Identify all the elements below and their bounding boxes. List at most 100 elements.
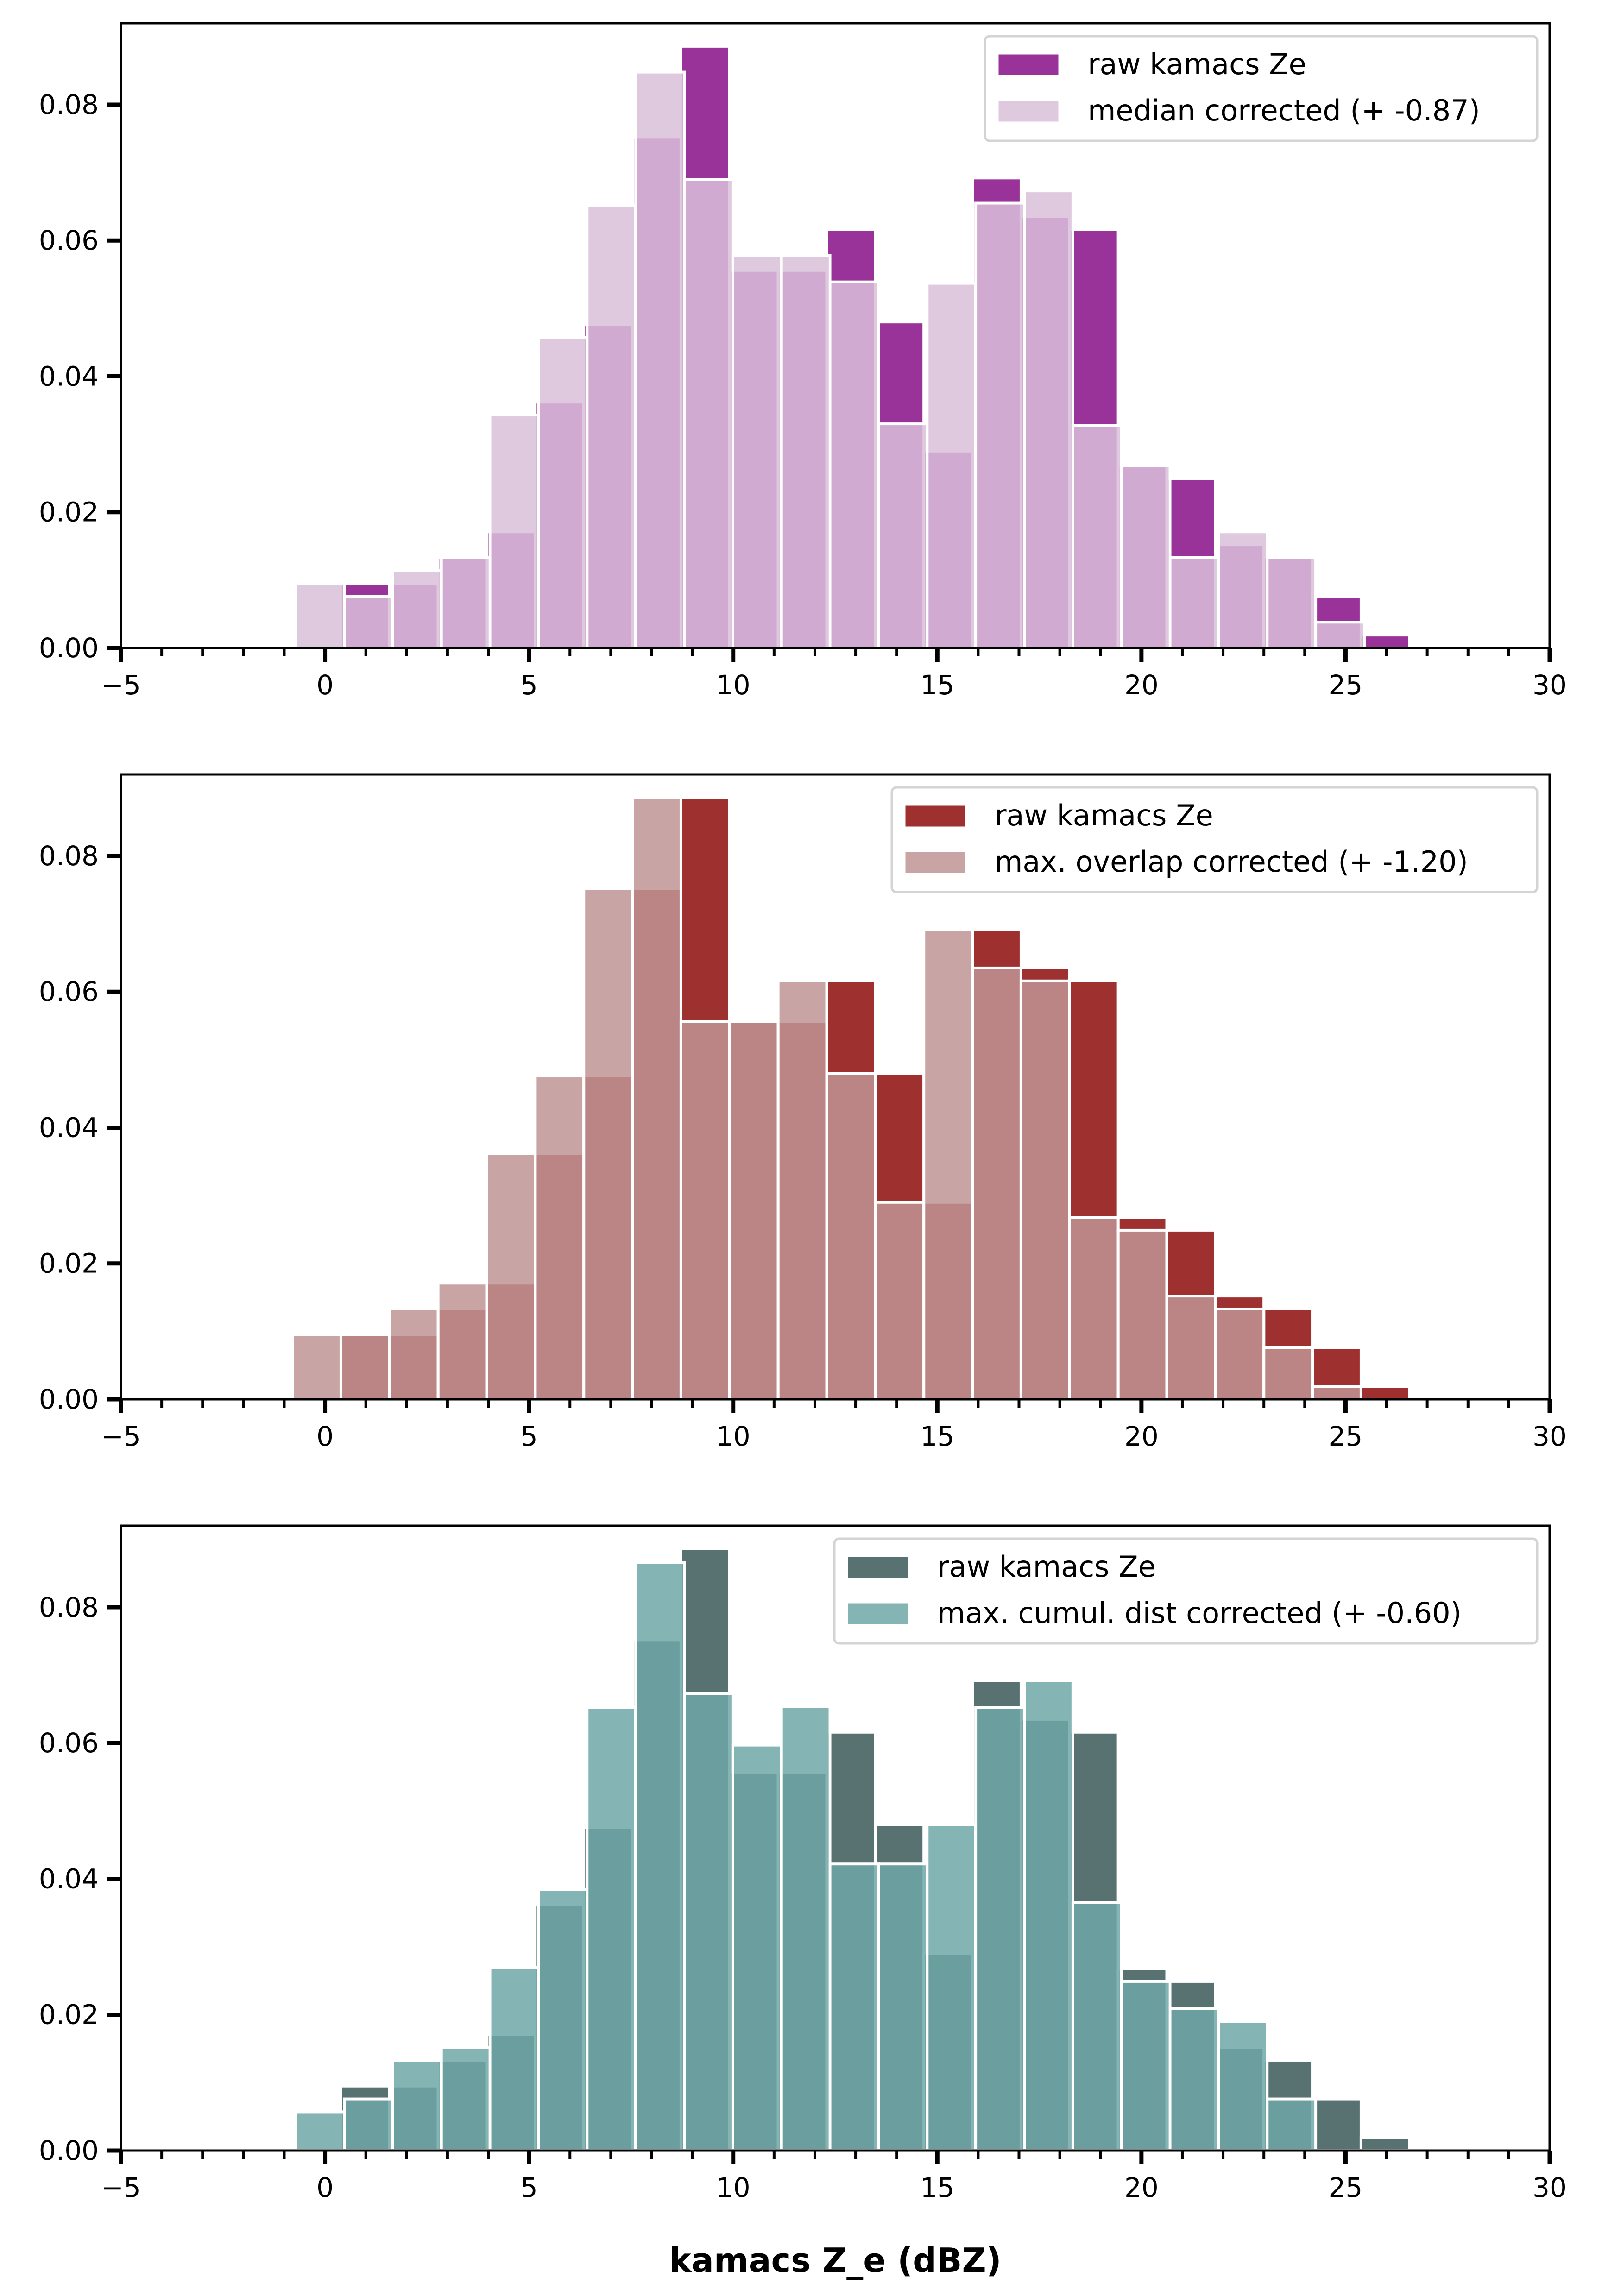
y-tick-label: 0.08 bbox=[39, 89, 99, 120]
histogram-bar bbox=[1217, 2020, 1269, 2152]
histogram-bar bbox=[1314, 621, 1366, 649]
histogram-bar bbox=[537, 336, 589, 649]
x-tick-label: 10 bbox=[716, 2172, 751, 2203]
axes-frame bbox=[120, 773, 1551, 1401]
x-tick-label: 15 bbox=[920, 669, 954, 701]
histogram-bar bbox=[922, 928, 974, 1401]
x-tick-label: 5 bbox=[521, 2172, 538, 2203]
histogram-bar bbox=[634, 70, 686, 650]
x-tick-label: −5 bbox=[101, 1421, 141, 1452]
histogram-bar bbox=[926, 282, 978, 649]
legend-label: max. overlap corrected (+ -1.20) bbox=[995, 845, 1468, 879]
legend: raw kamacs Ze max. cumul. dist corrected … bbox=[833, 1537, 1539, 1645]
histogram-bar bbox=[974, 201, 1026, 649]
x-tick-label: −5 bbox=[101, 2172, 141, 2203]
histogram-bar bbox=[926, 1823, 978, 2152]
histogram-bar bbox=[780, 1705, 832, 2152]
histogram-bar bbox=[537, 1888, 589, 2152]
legend-box bbox=[984, 35, 1539, 142]
histogram-bar bbox=[1359, 1385, 1411, 1401]
histogram-bar bbox=[1359, 634, 1411, 650]
histogram-bar bbox=[1266, 556, 1318, 650]
series-corrected bbox=[294, 70, 1366, 650]
histogram-bar bbox=[388, 1307, 440, 1401]
panel-3: −5 0 5 10 15 20 25 30 0.00 0.02 0.04 0.06 0.08 raw ka… bbox=[39, 1524, 1567, 2203]
x-tick-label: 15 bbox=[920, 1421, 954, 1452]
histogram-bar bbox=[342, 2097, 394, 2152]
histogram-bar bbox=[534, 1075, 586, 1401]
y-tick-label: 0.04 bbox=[39, 1863, 99, 1894]
histogram-bar bbox=[1022, 189, 1074, 649]
panel-2: −5 0 5 10 15 20 25 30 0.00 0.02 0.04 0.06 0.08 raw ka… bbox=[39, 773, 1567, 1452]
y-tick-label: 0.06 bbox=[39, 225, 99, 256]
x-tick-label: 30 bbox=[1533, 2172, 1567, 2203]
histogram-bar bbox=[874, 1201, 926, 1401]
histogram-bar bbox=[828, 280, 880, 649]
histogram-bar bbox=[1071, 1901, 1123, 2152]
y-tick-label: 0.00 bbox=[39, 2135, 99, 2166]
panels: −5 0 5 10 15 20 25 30 0.00 0.02 0.04 0.06 0.08 raw ka… bbox=[39, 22, 1567, 2203]
y-tick-label: 0.04 bbox=[39, 360, 99, 392]
x-tick-label: 15 bbox=[920, 2172, 954, 2203]
histogram-bar bbox=[1266, 2097, 1318, 2152]
legend-label: median corrected (+ -0.87) bbox=[1088, 94, 1480, 127]
y-tick-label: 0.02 bbox=[39, 1248, 99, 1279]
legend-swatch bbox=[846, 1555, 909, 1579]
y-tick-label: 0.06 bbox=[39, 976, 99, 1007]
histogram-bar bbox=[440, 2046, 492, 2152]
x-tick-label: 0 bbox=[316, 1421, 334, 1452]
histogram-bar bbox=[391, 2058, 443, 2152]
axes-frame bbox=[120, 1524, 1551, 2152]
y-tick-label: 0.08 bbox=[39, 840, 99, 872]
x-tick-label: 0 bbox=[316, 2172, 334, 2203]
histogram-bar bbox=[682, 1692, 734, 2152]
histogram-bar bbox=[682, 178, 734, 649]
x-tick-label: 25 bbox=[1329, 2172, 1363, 2203]
histogram-bar bbox=[1168, 556, 1220, 650]
x-tick-label: −5 bbox=[101, 669, 141, 701]
histogram-bar bbox=[488, 414, 540, 649]
histogram-bar bbox=[776, 979, 828, 1401]
histogram-bar bbox=[1311, 2097, 1362, 2152]
histogram-bar bbox=[974, 1706, 1026, 2152]
histogram-bar bbox=[440, 556, 492, 650]
histogram-bar bbox=[1120, 1980, 1172, 2152]
histogram-bar bbox=[731, 254, 783, 649]
histogram-bar bbox=[679, 1020, 731, 1401]
histogram-bar bbox=[1165, 1295, 1217, 1401]
x-tick-label: 25 bbox=[1329, 669, 1363, 701]
histogram-bar bbox=[391, 569, 443, 649]
histogram-bar bbox=[1019, 979, 1071, 1401]
panel-1: −5 0 5 10 15 20 25 30 0.00 0.02 0.04 0.06 0.08 raw ka… bbox=[39, 22, 1567, 701]
histogram-bar bbox=[631, 796, 682, 1401]
histogram-bar bbox=[1359, 2136, 1411, 2152]
legend: raw kamacs Ze median corrected (+ -0.87) bbox=[984, 35, 1539, 142]
legend-box bbox=[890, 786, 1539, 893]
x-tick-label: 0 bbox=[316, 669, 334, 701]
histogram-bar bbox=[1214, 1307, 1266, 1401]
histogram-bar bbox=[342, 595, 394, 650]
histogram-bar bbox=[780, 254, 832, 649]
y-tick-label: 0.04 bbox=[39, 1112, 99, 1143]
histogram-bar bbox=[1068, 1216, 1120, 1401]
legend-label: raw kamacs Ze bbox=[995, 799, 1213, 832]
x-tick-label: 5 bbox=[521, 1421, 538, 1452]
histogram-bar bbox=[1262, 1346, 1314, 1401]
histogram-bar bbox=[294, 582, 346, 649]
histogram-bar bbox=[339, 1333, 391, 1401]
histogram-bar bbox=[1168, 2007, 1220, 2152]
histogram-bar bbox=[1120, 465, 1172, 650]
y-tick-label: 0.02 bbox=[39, 1999, 99, 2031]
histogram-bar bbox=[586, 1706, 637, 2152]
legend-box bbox=[833, 1537, 1539, 1645]
legend-swatch bbox=[846, 1602, 909, 1626]
x-tick-label: 25 bbox=[1329, 1421, 1363, 1452]
y-tick-label: 0.00 bbox=[39, 632, 99, 664]
histogram-bar bbox=[1311, 1385, 1362, 1401]
histogram-bar bbox=[582, 887, 634, 1401]
y-tick-label: 0.02 bbox=[39, 497, 99, 528]
series-corrected bbox=[294, 1561, 1318, 2152]
legend-label: raw kamacs Ze bbox=[937, 1550, 1156, 1584]
histogram-bar bbox=[436, 1282, 488, 1401]
